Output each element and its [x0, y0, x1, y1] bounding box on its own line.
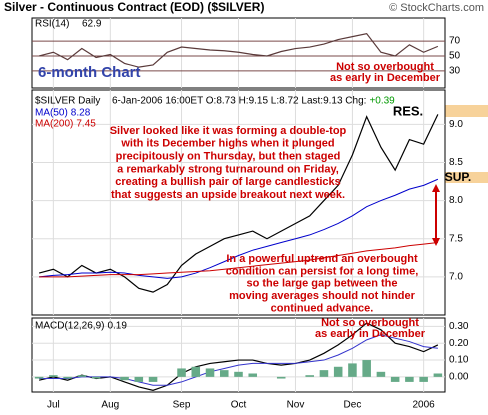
x-tick-label: Aug [101, 400, 119, 411]
arrow-head [432, 238, 440, 246]
histogram-bar [91, 376, 101, 379]
legend-value: 62.9 [82, 19, 102, 30]
histogram-bar [205, 368, 215, 377]
annotation: creating a bullish pair of large candles… [115, 176, 341, 188]
chart-title: Silver - Continuous Contract (EOD) ($SIL… [4, 0, 264, 14]
quote: 6-Jan-2006 16:00ET O:8.73 H:9.15 L:8.72 … [112, 96, 366, 107]
histogram-bar [376, 371, 386, 377]
histogram-bar [433, 373, 443, 377]
copyright: © StockCharts.com [389, 2, 484, 14]
annotation: SUP. [445, 170, 471, 184]
histogram-bar [120, 376, 129, 381]
series-line [39, 178, 439, 279]
arrow-head [432, 184, 440, 192]
annotation: RES. [393, 103, 423, 118]
x-tick-label: Dec [344, 400, 362, 411]
panel-label: RSI(14) [35, 19, 69, 30]
annotation: precipitously on Thursday, but then stag… [116, 151, 341, 163]
legend-value: 8.28 [71, 108, 91, 119]
series-line [39, 334, 438, 386]
histogram-bar [191, 366, 201, 377]
histogram-bar [333, 366, 343, 377]
legend-value: 0.19 [107, 321, 127, 332]
y-tick-label: 7.5 [449, 233, 463, 244]
histogram-bar [348, 363, 357, 377]
histogram-bar [134, 376, 144, 382]
panel-label: $SILVER Daily [35, 96, 100, 107]
histogram-bar [362, 360, 371, 377]
annotation: moving averages should not hinder [229, 290, 416, 302]
histogram-bar [77, 375, 87, 377]
annotation: that suggests an upside breakout next we… [111, 189, 345, 201]
histogram-bar [63, 376, 72, 379]
histogram-bar [34, 376, 44, 379]
histogram-bar [390, 376, 400, 382]
y-tick-label: 9.0 [449, 119, 463, 130]
x-tick-label: Sep [173, 400, 191, 411]
histogram-bar [319, 370, 329, 377]
annotation: continued advance. [271, 303, 374, 315]
series-line [38, 32, 439, 68]
series-line [39, 242, 438, 278]
histogram-bar [405, 376, 414, 382]
histogram-bar [49, 375, 58, 377]
histogram-bar [276, 376, 286, 379]
panel-label: MACD(12,26,9) [35, 321, 104, 332]
annotation: 6-month Chart [38, 64, 141, 81]
annotation: as early in December [330, 72, 441, 84]
change: +0.39 [369, 96, 395, 107]
y-tick-label: 0.30 [449, 321, 469, 332]
series-line [38, 114, 439, 293]
annotation: condition can persist for a long time, [226, 265, 419, 277]
histogram-bar [248, 373, 258, 377]
y-tick-label: 0.10 [449, 355, 469, 366]
y-tick-label: 8.0 [449, 195, 463, 206]
annotation: Not so overbought [321, 317, 419, 329]
legend-label: MA(200) [35, 119, 73, 130]
y-tick-label: 7.0 [449, 272, 463, 283]
y-tick-label: 50 [449, 51, 461, 62]
y-tick-label: 30 [449, 66, 461, 77]
x-tick-label: Jul [47, 400, 60, 411]
histogram-bar [177, 368, 186, 377]
histogram-bar [305, 375, 314, 377]
y-tick-label: 8.5 [449, 157, 463, 168]
annotation: In a powerful uptrend an overbought [226, 253, 418, 265]
annotation: with its December highs when it plunged [120, 138, 334, 150]
annotation: Not so overbought [336, 61, 434, 73]
legend-label: MA(50) [35, 108, 68, 119]
y-tick-label: 70 [449, 36, 461, 47]
annotation: so the large gap between the [247, 278, 398, 290]
x-tick-label: Nov [287, 400, 305, 411]
y-tick-label: 0.00 [449, 372, 469, 383]
x-tick-label: 2006 [413, 400, 436, 411]
legend-value: 7.45 [76, 119, 96, 130]
histogram-bar [419, 376, 428, 382]
histogram-bar [148, 376, 158, 382]
x-tick-label: Oct [231, 400, 247, 411]
annotation: a remarkably strong turnaround on Friday… [117, 163, 339, 175]
annotation: Silver looked like it was forming a doub… [110, 125, 347, 137]
y-tick-label: 0.20 [449, 338, 469, 349]
annotation: as early in December [315, 328, 426, 340]
histogram-bar [219, 370, 229, 377]
series-line [38, 322, 439, 391]
histogram-bar [234, 371, 243, 377]
